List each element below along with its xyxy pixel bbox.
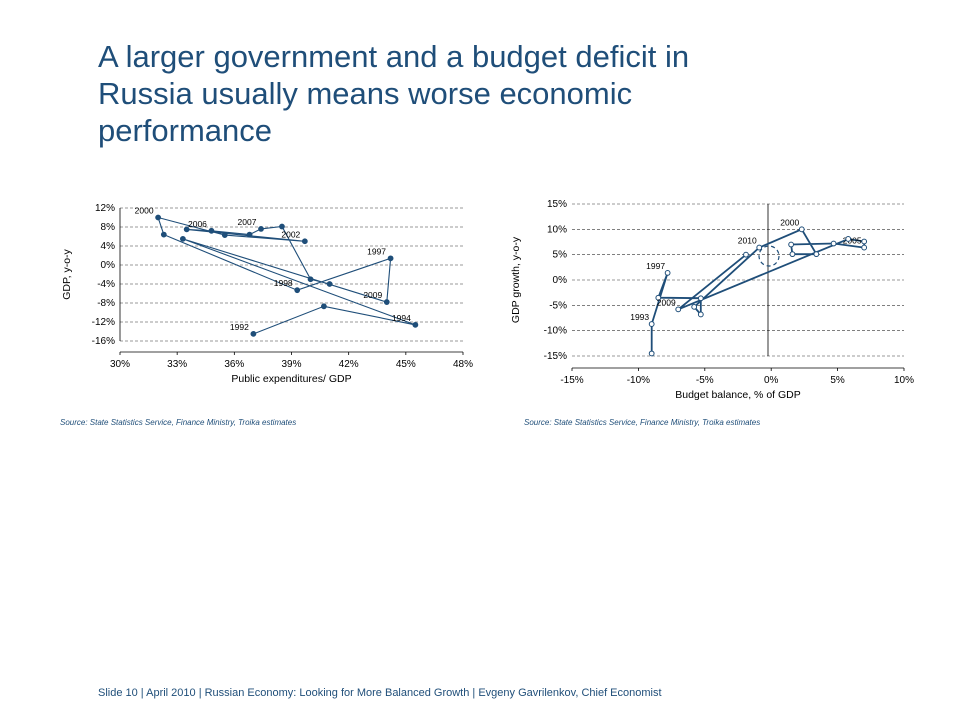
y-tick-label: 0% <box>101 260 116 271</box>
y-tick-label: -15% <box>544 351 567 362</box>
chart-budget-balance-vs-gdp: 15% 10% 5% 0% -5% -10% -15% -15% -10% -5% 0% 5% 10% B… <box>505 190 925 410</box>
y-tick-label: -12% <box>92 317 115 328</box>
title-line-2: Russia usually means worse economic <box>98 76 633 111</box>
data-point-2003 <box>788 241 795 248</box>
x-tick-label: -10% <box>627 375 650 386</box>
x-tick-label: -5% <box>696 375 714 386</box>
data-point-2001 <box>221 232 228 238</box>
y-tick-label: 8% <box>101 222 116 233</box>
y-tick-label: -4% <box>97 279 115 290</box>
chart-budget-svg: 15% 10% 5% 0% -5% -10% -15% -15% -10% -5% 0% 5% 10% B… <box>510 199 914 401</box>
title-line-1: A larger government and a budget deficit… <box>98 39 690 74</box>
point-label-1994: 1994 <box>392 313 411 323</box>
data-point-2000 <box>155 214 162 221</box>
y-tick-label: 4% <box>101 241 116 252</box>
y-tick-label: -8% <box>97 298 115 309</box>
y-axis-label: GDP, y-o-y <box>61 248 73 299</box>
title-line-3: performance <box>98 113 273 148</box>
x-tick-label: 33% <box>167 359 187 370</box>
x-tick-label: 42% <box>339 359 359 370</box>
x-tick-label: 39% <box>281 359 301 370</box>
data-point-1997 <box>387 255 394 262</box>
point-label-2004: 2006 <box>188 219 207 229</box>
slide-footer: Slide 10 | April 2010 | Russian Economy:… <box>98 687 662 699</box>
data-point-1993 <box>320 303 327 310</box>
data-point-1992 <box>648 350 655 357</box>
point-label-2006: 2007 <box>238 217 257 227</box>
x-axis-label: Public expenditures/ GDP <box>231 373 351 385</box>
data-point-2004 <box>208 227 215 234</box>
point-label-2000: 2000 <box>135 206 154 216</box>
chart-expenditures-svg: 12% 8% 4% 0% -4% -8% -12% -16% 30% 33% 36% 39% 42% 45… <box>61 203 473 385</box>
data-point-1997 <box>697 311 704 318</box>
point-label-2002: 2002 <box>281 229 300 239</box>
point-label-1998: 1998 <box>274 278 293 288</box>
data-point-1998 <box>294 287 301 294</box>
x-tick-label: 36% <box>224 359 244 370</box>
data-point-2003 <box>183 226 190 233</box>
data-point-2000 <box>798 226 805 233</box>
data-point-2005 <box>246 231 253 238</box>
point-label-1992: 1992 <box>230 322 249 332</box>
data-point-1999 <box>756 244 763 251</box>
data-point-1995 <box>655 294 662 301</box>
data-point-1996 <box>697 295 704 302</box>
point-label-2008: 2009 <box>657 297 676 307</box>
y-tick-label: 0% <box>553 275 568 286</box>
data-point-2007 <box>279 223 285 230</box>
data-point-2006 <box>861 238 868 245</box>
chart-expenditures-vs-gdp: 12% 8% 4% 0% -4% -8% -12% -16% 30% 33% 36% 39% 42% 45… <box>58 190 478 400</box>
data-point-1996 <box>383 299 390 305</box>
y-tick-label: 15% <box>547 199 567 210</box>
data-point-2007 <box>845 236 852 242</box>
point-label-2005: 2005 <box>843 236 862 246</box>
point-label-2000: 2000 <box>780 217 799 227</box>
x-tick-label: 48% <box>453 359 473 370</box>
data-point-1994 <box>412 321 419 328</box>
y-tick-label: 5% <box>553 250 568 261</box>
y-tick-label: 10% <box>547 224 567 235</box>
data-point-2004 <box>830 240 837 247</box>
x-tick-label: 5% <box>830 375 845 386</box>
data-point-1994 <box>664 270 671 276</box>
source-note-left: Source: State Statistics Service, Financ… <box>60 418 297 427</box>
data-point-2002 <box>789 251 796 258</box>
data-point-2008 <box>675 306 682 313</box>
highlight-circle <box>758 245 780 267</box>
x-tick-label: 10% <box>894 375 914 386</box>
x-tick-label: 0% <box>764 375 779 386</box>
point-label-1997: 1997 <box>367 246 386 256</box>
point-label-1994: 1997 <box>646 261 665 271</box>
data-point-1998 <box>691 303 698 310</box>
data-point-2002 <box>301 238 308 245</box>
data-point-1993 <box>648 321 655 327</box>
x-tick-label: -15% <box>560 375 583 386</box>
y-tick-label: -16% <box>92 336 115 347</box>
data-point-1992 <box>250 330 257 337</box>
y-tick-label: 12% <box>95 203 115 214</box>
y-axis-label: GDP growth, y-o-y <box>510 236 522 323</box>
data-point-2008 <box>307 276 314 283</box>
source-note-right: Source: State Statistics Service, Financ… <box>524 418 761 427</box>
data-point-2009 <box>743 251 749 258</box>
point-label-1993: 1993 <box>630 312 649 322</box>
data-point-1995 <box>179 235 186 242</box>
x-tick-label: 30% <box>110 359 130 370</box>
data-point-2009 <box>326 281 333 287</box>
data-point-2001 <box>813 251 820 258</box>
series-line <box>157 216 416 335</box>
x-axis-label: Budget balance, % of GDP <box>675 389 801 401</box>
slide-title: A larger government and a budget deficit… <box>98 38 898 149</box>
point-label-1996: 2009 <box>363 290 382 300</box>
data-point-2006 <box>258 226 264 232</box>
x-tick-label: 45% <box>396 359 416 370</box>
y-tick-label: -10% <box>544 326 567 337</box>
point-label-1999: 2010 <box>738 236 757 246</box>
data-point-2005 <box>861 244 868 251</box>
y-tick-label: -5% <box>549 300 567 311</box>
data-point-1999 <box>160 231 167 238</box>
